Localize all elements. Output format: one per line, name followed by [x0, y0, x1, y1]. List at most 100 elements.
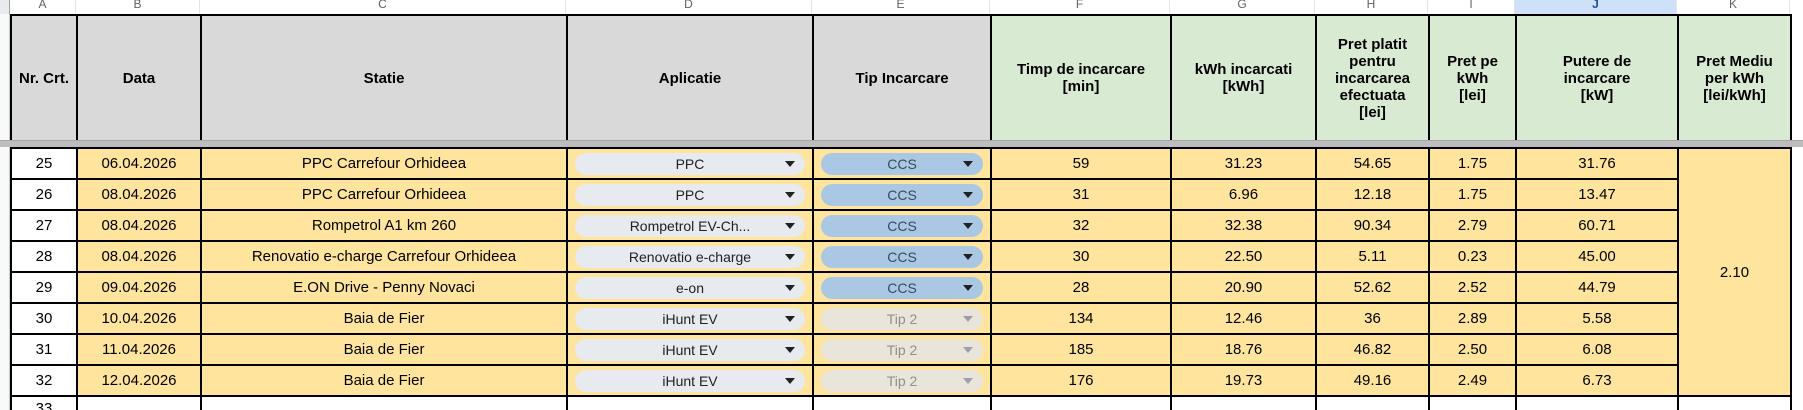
header-statie[interactable]: Statie: [200, 14, 568, 142]
aplicatie-dropdown[interactable]: PPC: [575, 152, 805, 175]
aplicatie-dropdown[interactable]: iHunt EV: [575, 338, 805, 361]
cell-pret-mediu[interactable]: [1677, 395, 1792, 410]
cell-pret-kwh[interactable]: 2.89: [1428, 302, 1517, 335]
column-letter-a[interactable]: A: [10, 0, 76, 14]
cell-putere[interactable]: 45.00: [1515, 240, 1679, 273]
cell-pret[interactable]: 12.18: [1315, 178, 1430, 211]
cell-data[interactable]: 06.04.2026: [76, 147, 202, 180]
cell-statie[interactable]: Baia de Fier: [200, 333, 568, 366]
aplicatie-dropdown[interactable]: PPC: [575, 183, 805, 206]
cell-aplicatie[interactable]: e-on: [566, 271, 814, 304]
cell-statie[interactable]: Renovatio e-charge Carrefour Orhideea: [200, 240, 568, 273]
cell-kwh[interactable]: 31.23: [1170, 147, 1317, 180]
header-aplicatie[interactable]: Aplicatie: [566, 14, 814, 142]
cell-nr[interactable]: 33: [10, 395, 78, 410]
tip-incarcare-dropdown[interactable]: CCS: [821, 152, 983, 175]
column-letter-k[interactable]: K: [1677, 0, 1790, 14]
cell-timp[interactable]: 31: [990, 178, 1172, 211]
cell-data[interactable]: 08.04.2026: [76, 209, 202, 242]
cell-data[interactable]: [76, 395, 202, 410]
cell-pret-kwh[interactable]: 1.75: [1428, 178, 1517, 211]
cell-tip-incarcare[interactable]: CCS: [812, 178, 992, 211]
cell-aplicatie[interactable]: Rompetrol EV-Ch...: [566, 209, 814, 242]
cell-nr[interactable]: 32: [10, 364, 78, 397]
cell-putere[interactable]: 6.08: [1515, 333, 1679, 366]
cell-pret-kwh[interactable]: 2.79: [1428, 209, 1517, 242]
tip-incarcare-dropdown[interactable]: Tip 2: [821, 338, 983, 361]
header-pret-platit[interactable]: Pret platit pentru incarcarea efectuata …: [1315, 14, 1430, 142]
header-pret-pe-kwh[interactable]: Pret pe kWh [lei]: [1428, 14, 1517, 142]
cell-aplicatie[interactable]: Renovatio e-charge: [566, 240, 814, 273]
header-kwh[interactable]: kWh incarcati [kWh]: [1170, 14, 1317, 142]
cell-aplicatie[interactable]: PPC: [566, 147, 814, 180]
cell-statie[interactable]: Rompetrol A1 km 260: [200, 209, 568, 242]
tip-incarcare-dropdown[interactable]: Tip 2: [821, 307, 983, 330]
cell-tip-incarcare[interactable]: [812, 395, 992, 410]
cell-data[interactable]: 09.04.2026: [76, 271, 202, 304]
cell-tip-incarcare[interactable]: CCS: [812, 240, 992, 273]
column-letter-d[interactable]: D: [566, 0, 812, 14]
cell-putere[interactable]: 13.47: [1515, 178, 1679, 211]
column-letter-i[interactable]: I: [1428, 0, 1515, 14]
cell-kwh[interactable]: 6.96: [1170, 178, 1317, 211]
cell-tip-incarcare[interactable]: Tip 2: [812, 333, 992, 366]
cell-timp[interactable]: 176: [990, 364, 1172, 397]
cell-putere[interactable]: 5.58: [1515, 302, 1679, 335]
cell-nr[interactable]: 31: [10, 333, 78, 366]
cell-tip-incarcare[interactable]: Tip 2: [812, 302, 992, 335]
cell-nr[interactable]: 26: [10, 178, 78, 211]
header-timp[interactable]: Timp de incarcare [min]: [990, 14, 1172, 142]
aplicatie-dropdown[interactable]: e-on: [575, 276, 805, 299]
cell-timp[interactable]: [990, 395, 1172, 410]
cell-pret-kwh[interactable]: 1.75: [1428, 147, 1517, 180]
cell-data[interactable]: 10.04.2026: [76, 302, 202, 335]
cell-timp[interactable]: 30: [990, 240, 1172, 273]
tip-incarcare-dropdown[interactable]: CCS: [821, 276, 983, 299]
cell-kwh[interactable]: 20.90: [1170, 271, 1317, 304]
header-pret-mediu[interactable]: Pret Mediu per kWh [lei/kWh]: [1677, 14, 1792, 142]
row-header-gutter[interactable]: [0, 0, 10, 410]
cell-kwh[interactable]: 19.73: [1170, 364, 1317, 397]
cell-pret-kwh[interactable]: 0.23: [1428, 240, 1517, 273]
cell-timp[interactable]: 185: [990, 333, 1172, 366]
cell-statie[interactable]: PPC Carrefour Orhideea: [200, 178, 568, 211]
cell-pret[interactable]: 5.11: [1315, 240, 1430, 273]
cell-pret[interactable]: 46.82: [1315, 333, 1430, 366]
cell-pret[interactable]: [1315, 395, 1430, 410]
aplicatie-dropdown[interactable]: Rompetrol EV-Ch...: [575, 214, 805, 237]
cell-tip-incarcare[interactable]: CCS: [812, 147, 992, 180]
header-putere[interactable]: Putere de incarcare [kW]: [1515, 14, 1679, 142]
aplicatie-dropdown[interactable]: iHunt EV: [575, 307, 805, 330]
cell-kwh[interactable]: 22.50: [1170, 240, 1317, 273]
column-letter-f[interactable]: F: [990, 0, 1170, 14]
cell-kwh[interactable]: 32.38: [1170, 209, 1317, 242]
cell-pret-kwh[interactable]: 2.49: [1428, 364, 1517, 397]
cell-pret[interactable]: 36: [1315, 302, 1430, 335]
cell-statie[interactable]: E.ON Drive - Penny Novaci: [200, 271, 568, 304]
cell-pret[interactable]: 52.62: [1315, 271, 1430, 304]
aplicatie-dropdown[interactable]: Renovatio e-charge: [575, 245, 805, 268]
column-letter-g[interactable]: G: [1170, 0, 1315, 14]
column-letter-h[interactable]: H: [1315, 0, 1428, 14]
cell-timp[interactable]: 134: [990, 302, 1172, 335]
cell-pret-mediu-merged[interactable]: 2.10: [1677, 147, 1792, 397]
cell-aplicatie[interactable]: iHunt EV: [566, 333, 814, 366]
cell-tip-incarcare[interactable]: CCS: [812, 271, 992, 304]
cell-data[interactable]: 12.04.2026: [76, 364, 202, 397]
cell-pret[interactable]: 90.34: [1315, 209, 1430, 242]
cell-pret-kwh[interactable]: [1428, 395, 1517, 410]
header-tip-incarcare[interactable]: Tip Incarcare: [812, 14, 992, 142]
cell-kwh[interactable]: 12.46: [1170, 302, 1317, 335]
cell-timp[interactable]: 32: [990, 209, 1172, 242]
cell-putere[interactable]: 60.71: [1515, 209, 1679, 242]
cell-tip-incarcare[interactable]: CCS: [812, 209, 992, 242]
column-letter-b[interactable]: B: [76, 0, 200, 14]
frozen-row-divider[interactable]: [0, 140, 1803, 147]
cell-tip-incarcare[interactable]: Tip 2: [812, 364, 992, 397]
cell-pret[interactable]: 49.16: [1315, 364, 1430, 397]
cell-aplicatie[interactable]: iHunt EV: [566, 302, 814, 335]
cell-pret[interactable]: 54.65: [1315, 147, 1430, 180]
cell-statie[interactable]: [200, 395, 568, 410]
tip-incarcare-dropdown[interactable]: CCS: [821, 245, 983, 268]
cell-aplicatie[interactable]: PPC: [566, 178, 814, 211]
